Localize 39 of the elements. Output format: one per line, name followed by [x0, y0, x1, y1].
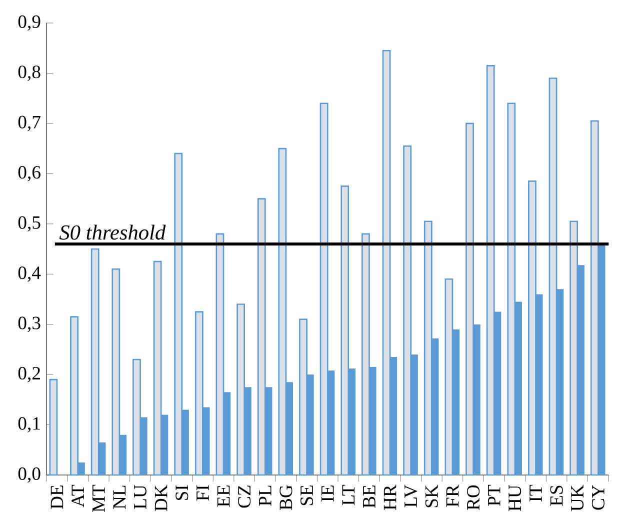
bar — [49, 378, 58, 476]
x-tick-label: ES — [550, 486, 563, 506]
y-tick-label: 0,9 — [18, 15, 40, 31]
x-tick-label: DK — [154, 484, 168, 512]
y-tick-label: 0,1 — [18, 417, 40, 432]
x-tick-label: IE — [321, 486, 334, 502]
y-tick-label: 0,7 — [18, 116, 40, 132]
x-tick-label: IT — [530, 484, 542, 502]
x-tick-label: SE — [300, 486, 314, 506]
x-tick-label: NL — [113, 486, 126, 509]
x-tick-label: AT — [72, 484, 84, 508]
x-tick-label: LT — [342, 484, 355, 506]
y-tick-label: 0,8 — [18, 66, 40, 81]
x-tick-label: LV — [404, 484, 418, 508]
y-tick-label: 0,3 — [18, 316, 40, 332]
x-tick-label: LU — [134, 484, 146, 509]
x-tick-label: CZ — [238, 486, 251, 508]
y-tick-label: 0,6 — [18, 166, 40, 182]
y-tick-label: 0,0 — [18, 467, 40, 483]
x-tick-label: UK — [571, 484, 584, 512]
x-tick-label: FR — [446, 484, 459, 507]
x-tick-label: PL — [259, 486, 272, 506]
y-tick-label: 0,4 — [18, 266, 41, 282]
x-tick-label: DE — [50, 486, 64, 509]
y-tick-label: 0,5 — [18, 216, 40, 232]
x-tick-label: HR — [384, 484, 396, 510]
x-tick-label: SK — [425, 484, 438, 508]
x-tick-label: SI — [176, 485, 188, 500]
x-tick-label: CY — [592, 485, 604, 510]
x-tick-label: RO — [467, 485, 480, 510]
y-tick-label: 0,2 — [18, 366, 40, 382]
x-tick-label: HU — [508, 484, 522, 512]
ref-line-label: S0 threshold — [59, 224, 166, 240]
x-tick-label: EE — [217, 486, 230, 507]
x-tick-label: BE — [363, 486, 376, 508]
x-tick-label: MT — [92, 484, 105, 512]
x-tick-label: FI — [196, 485, 209, 501]
x-tick-label: PT — [488, 484, 500, 506]
x-tick-label: BG — [280, 485, 292, 510]
